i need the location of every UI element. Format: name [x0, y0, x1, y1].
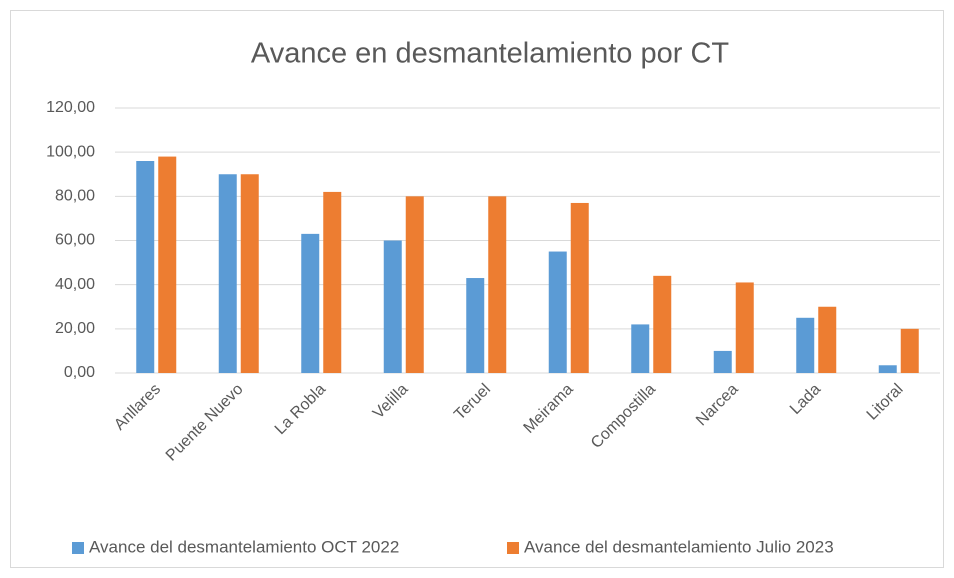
bar [466, 278, 485, 373]
bar [383, 240, 402, 373]
bar [796, 317, 815, 373]
bar [240, 174, 259, 373]
bar [158, 156, 177, 373]
bar [653, 275, 672, 373]
bar [218, 174, 237, 373]
bar [878, 365, 897, 373]
bar [301, 233, 320, 373]
legend-swatch [72, 542, 84, 554]
y-tick-label: 40,00 [55, 276, 95, 293]
bar [548, 251, 567, 373]
bar [570, 202, 589, 373]
bar [818, 306, 837, 373]
bar [323, 191, 342, 373]
bar [405, 196, 424, 373]
bar [713, 350, 732, 373]
y-tick-label: 80,00 [55, 188, 95, 205]
legend-label: Avance del desmantelamiento OCT 2022 [89, 537, 399, 556]
y-tick-label: 100,00 [46, 143, 95, 160]
y-tick-label: 20,00 [55, 320, 95, 337]
bar [631, 324, 650, 373]
bar [488, 196, 507, 373]
legend-label: Avance del desmantelamiento Julio 2023 [524, 537, 834, 556]
bar [735, 282, 754, 373]
y-tick-label: 120,00 [46, 99, 95, 116]
bar [900, 328, 919, 373]
bar [136, 161, 155, 373]
y-tick-label: 0,00 [64, 364, 95, 381]
y-tick-label: 60,00 [55, 232, 95, 249]
chart-title: Avance en desmantelamiento por CT [251, 38, 730, 70]
legend-swatch [507, 542, 519, 554]
